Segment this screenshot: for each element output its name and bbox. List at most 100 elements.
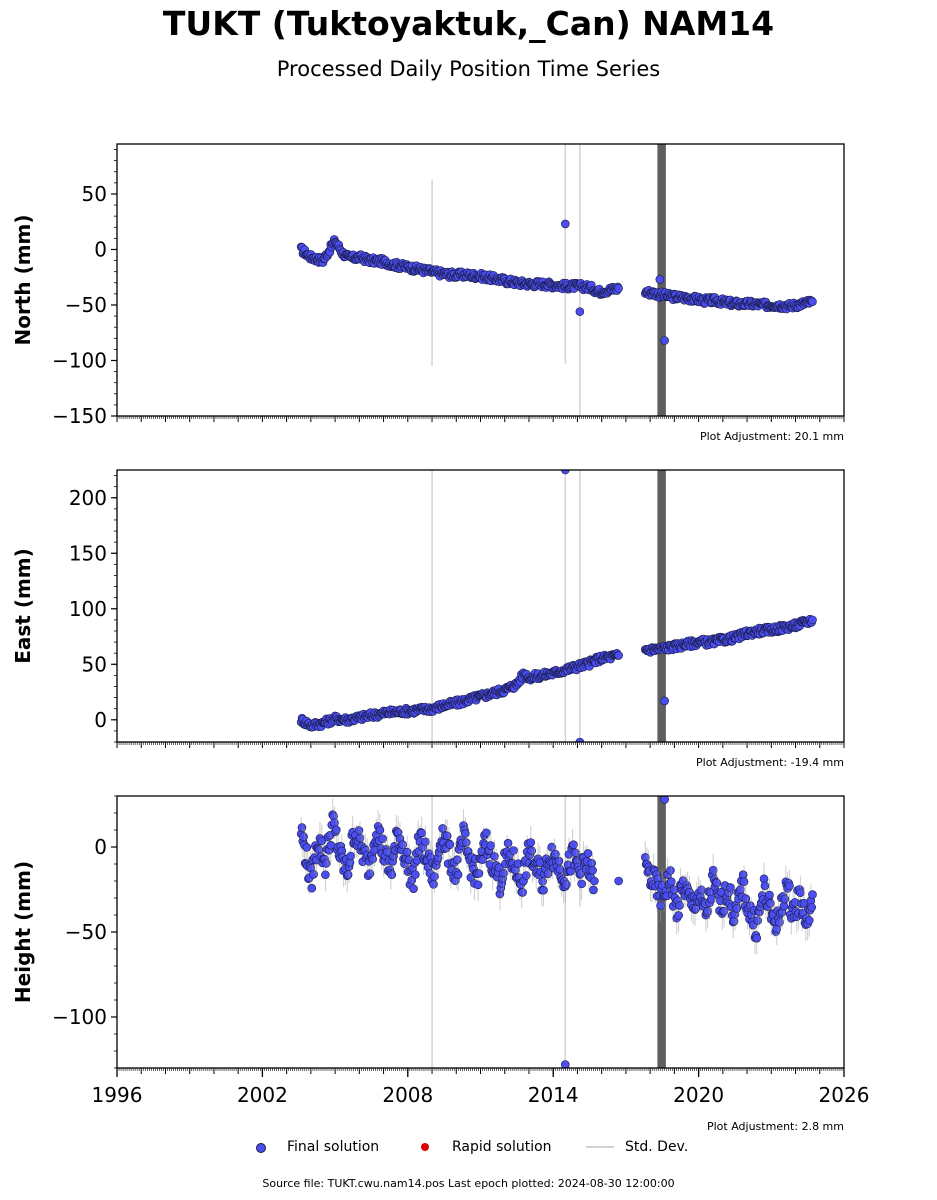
data-point — [402, 847, 412, 857]
y-axis-label: Height (mm) — [11, 861, 35, 1003]
data-point — [796, 888, 805, 898]
y-tick-label: −50 — [65, 293, 107, 317]
y-tick-label: 0 — [94, 708, 107, 732]
data-point — [583, 849, 593, 858]
data-point — [675, 901, 684, 910]
data-point — [503, 838, 513, 848]
data-point — [808, 615, 817, 625]
data-point — [577, 879, 586, 889]
y-tick-label: 50 — [82, 652, 107, 676]
data-point — [741, 894, 751, 903]
data-point — [614, 651, 623, 660]
panel-2: −100 −50 0 1996 2002 2008 2014 2020 2026 Height (… — [11, 795, 869, 1133]
y-tick-label: 0 — [94, 835, 107, 859]
x-tick-label: 2008 — [382, 1083, 433, 1107]
y-tick-label: −100 — [52, 348, 107, 372]
outlier-point — [561, 219, 570, 229]
y-tick-label: 50 — [82, 182, 107, 206]
dense-error-band — [657, 470, 666, 742]
x-tick-label: 2002 — [237, 1083, 288, 1107]
y-tick-label: 150 — [69, 541, 107, 565]
data-point — [474, 869, 484, 878]
data-point — [330, 818, 339, 828]
data-point — [299, 832, 308, 841]
y-tick-label: −150 — [52, 404, 107, 428]
plot-area — [296, 144, 817, 416]
plot-area — [296, 796, 817, 1068]
data-point — [518, 888, 527, 897]
data-point — [555, 864, 565, 874]
data-point — [378, 834, 387, 843]
data-point — [752, 933, 762, 943]
data-point — [499, 868, 508, 878]
data-point — [547, 842, 556, 852]
data-point — [417, 828, 427, 838]
dense-error-band — [657, 796, 666, 1068]
outlier-point — [660, 796, 669, 804]
outlier-point — [575, 307, 585, 316]
data-point — [775, 918, 784, 927]
data-point — [526, 838, 536, 847]
data-point — [387, 870, 397, 880]
data-point — [707, 894, 716, 904]
data-point — [703, 906, 712, 916]
data-point — [368, 854, 377, 864]
data-point — [409, 884, 418, 893]
y-tick-label: 200 — [69, 486, 107, 510]
legend-label: Std. Dev. — [625, 1139, 689, 1155]
data-point — [589, 885, 598, 895]
data-point — [411, 870, 420, 879]
data-point — [321, 870, 330, 880]
data-point — [445, 840, 455, 849]
data-point — [780, 894, 790, 904]
data-point — [614, 284, 623, 293]
y-tick-label: −50 — [65, 920, 107, 944]
data-point — [452, 855, 462, 865]
data-point — [355, 833, 365, 843]
legend-label: Final solution — [287, 1139, 380, 1155]
data-point — [481, 828, 491, 838]
data-point — [421, 837, 430, 847]
plot-area — [296, 470, 817, 742]
data-point — [490, 852, 499, 861]
data-point — [719, 906, 729, 916]
data-point — [539, 885, 548, 895]
data-point — [569, 840, 578, 850]
panel-0: −150 −100 −50 0 50 North (mm) Plot Adjustment:… — [11, 143, 845, 443]
data-point — [453, 870, 463, 880]
data-point — [430, 872, 439, 881]
data-point — [551, 849, 560, 859]
data-point — [365, 869, 375, 878]
x-tick-label: 1996 — [92, 1083, 143, 1107]
data-point — [561, 880, 571, 889]
final-solution-marker-icon — [256, 1143, 266, 1153]
data-point — [307, 883, 317, 893]
data-point — [726, 883, 735, 892]
data-point — [322, 859, 331, 868]
data-point — [712, 878, 722, 888]
outlier-point — [575, 737, 585, 742]
data-point — [461, 838, 471, 847]
data-point — [332, 825, 341, 835]
outlier-point — [660, 696, 669, 706]
rapid-solution-marker-icon — [421, 1143, 429, 1151]
data-point — [588, 866, 597, 875]
data-point — [766, 899, 775, 908]
data-point — [674, 911, 683, 920]
data-point — [739, 877, 749, 886]
data-point — [521, 871, 531, 880]
y-axis-label: North (mm) — [11, 214, 35, 345]
footer-source-file: Source file: TUKT.cwu.nam14.pos Last epo… — [262, 1177, 675, 1190]
y-tick-label: 0 — [94, 237, 107, 261]
x-tick-label: 2020 — [673, 1083, 724, 1107]
plot-adjustment-note: Plot Adjustment: 20.1 mm — [700, 430, 844, 443]
panel-frame — [116, 469, 845, 743]
data-point — [375, 825, 385, 835]
data-point — [554, 856, 564, 866]
data-point — [302, 843, 312, 852]
data-point — [442, 831, 452, 841]
data-point — [590, 876, 599, 886]
data-point — [807, 903, 816, 912]
outlier-point — [660, 336, 669, 345]
data-point — [808, 890, 817, 899]
